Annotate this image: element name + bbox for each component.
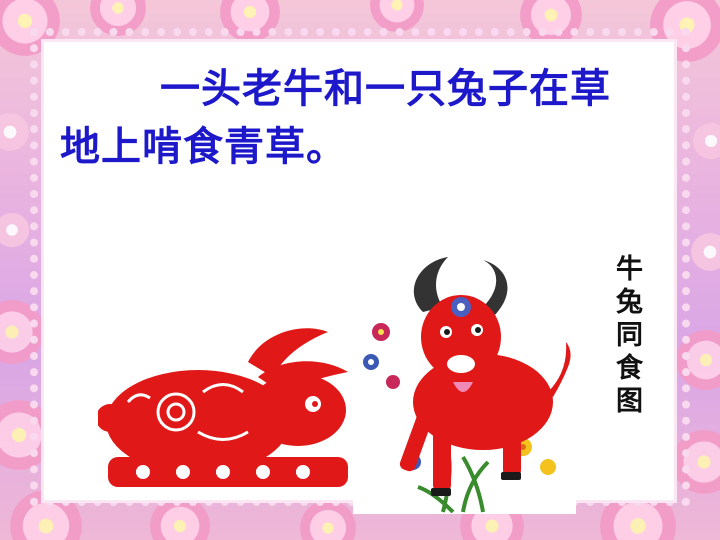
flower-decoration <box>0 110 32 154</box>
flower-decoration <box>0 210 32 250</box>
flower-decoration <box>688 230 720 274</box>
flower-decoration <box>672 430 720 494</box>
vertical-caption: 牛兔同食图 <box>611 254 642 419</box>
rabbit-papercut-image <box>98 328 348 487</box>
slide-headline: 一头老牛和一只兔子在草地上啃食青草。 <box>60 66 611 170</box>
flower-decoration <box>300 500 356 540</box>
ox-papercut-image <box>353 252 576 514</box>
flower-decoration <box>690 120 720 162</box>
